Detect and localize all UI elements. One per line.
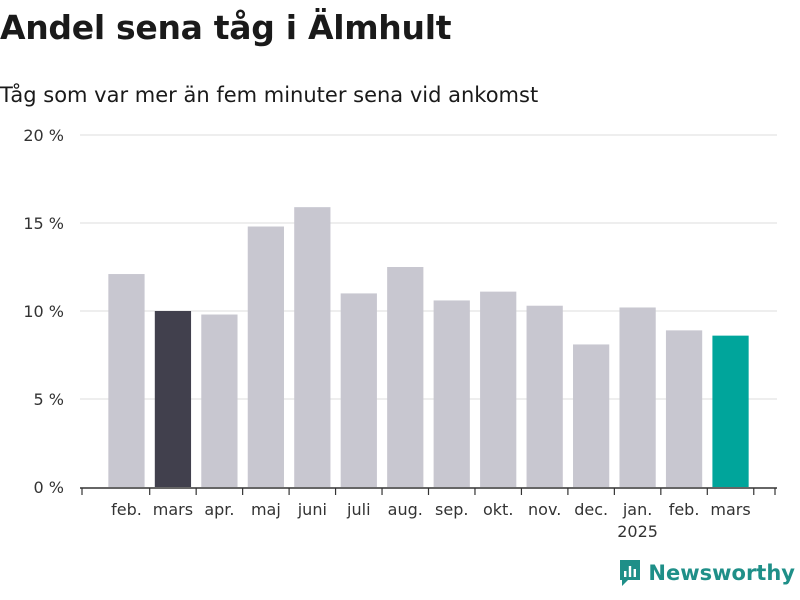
x-tick-label: juli (346, 500, 370, 519)
chart-subtitle: Tåg som var mer än fem minuter sena vid … (0, 83, 539, 107)
y-tick-label: 20 % (23, 126, 64, 145)
x-tick-label: feb. (669, 500, 700, 519)
x-tick-label: sep. (435, 500, 468, 519)
chart-title: Andel sena tåg i Älmhult (0, 8, 452, 47)
x-tick-label: nov. (528, 500, 561, 519)
bar (340, 293, 377, 487)
y-tick-label: 10 % (23, 302, 64, 321)
bar (201, 314, 238, 487)
bar (294, 207, 331, 487)
bar (526, 305, 563, 487)
bar (154, 311, 192, 487)
newsworthy-logo-icon (620, 560, 641, 586)
bar (387, 267, 424, 487)
x-tick-label: okt. (483, 500, 513, 519)
y-tick-label: 15 % (23, 214, 64, 233)
bar (712, 335, 749, 487)
x-tick-label: feb. (111, 500, 142, 519)
brand-logo: Newsworthy (618, 558, 795, 588)
x-tick-label: aug. (388, 500, 423, 519)
bar (573, 344, 610, 487)
x-tick-label: mars (153, 500, 193, 519)
y-tick-label: 5 % (34, 390, 64, 409)
bar (108, 274, 145, 487)
bar (247, 226, 284, 487)
x-tick-label: maj (251, 500, 281, 519)
bar (433, 300, 470, 487)
bar (665, 330, 703, 487)
y-tick-label: 0 % (34, 478, 64, 497)
bar (480, 291, 517, 487)
x-tick-label: apr. (204, 500, 234, 519)
x-year-label: 2025 (617, 522, 658, 541)
bar-chart: 0 % 5 % 10 % 15 % 20 % feb. mars apr. maj juni jul… (23, 126, 777, 541)
x-tick-label: mars (710, 500, 750, 519)
x-tick-label: jan. (622, 500, 652, 519)
brand-name: Newsworthy (648, 561, 795, 585)
x-tick-label: dec. (574, 500, 608, 519)
x-tick-label: juni (297, 500, 327, 519)
bar (619, 307, 656, 487)
